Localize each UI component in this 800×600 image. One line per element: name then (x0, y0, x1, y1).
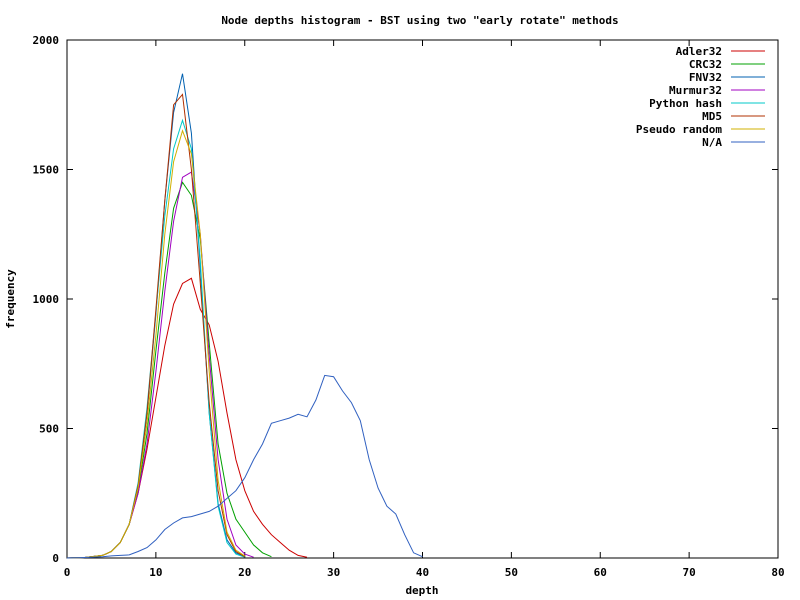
y-tick-label: 2000 (33, 34, 60, 47)
legend-label: Murmur32 (669, 84, 722, 97)
x-axis: 0 10 20 30 40 50 60 70 80 (64, 40, 785, 579)
x-axis-label: depth (405, 584, 438, 597)
x-tick-label: 10 (149, 566, 162, 579)
legend-label: N/A (702, 136, 722, 149)
x-tick-label: 50 (505, 566, 518, 579)
x-tick-label: 40 (416, 566, 429, 579)
series-line-pseudo-random (66, 129, 246, 559)
legend-label: Adler32 (676, 45, 722, 58)
x-tick-label: 70 (683, 566, 696, 579)
y-tick-label: 0 (52, 552, 59, 565)
series-line-crc32 (66, 181, 272, 559)
x-tick-label: 30 (327, 566, 340, 579)
series-line-adler32 (66, 277, 308, 559)
chart-title: Node depths histogram - BST using two "e… (221, 14, 618, 27)
legend-label: Python hash (649, 97, 722, 110)
y-axis-label: frequency (4, 269, 17, 329)
x-tick-label: 0 (64, 566, 71, 579)
legend-label: MD5 (702, 110, 722, 123)
y-axis: 0 500 1000 1500 2000 (33, 34, 778, 565)
series-line-n-a (66, 374, 423, 559)
series-lines (66, 73, 423, 559)
y-tick-label: 1500 (33, 164, 60, 177)
x-tick-label: 60 (594, 566, 607, 579)
series-line-md5 (66, 93, 246, 559)
legend-label: Pseudo random (636, 123, 722, 136)
plot-frame (66, 39, 779, 559)
y-tick-label: 500 (39, 423, 59, 436)
legend-label: FNV32 (689, 71, 722, 84)
legend-label: CRC32 (689, 58, 722, 71)
y-tick-label: 1000 (33, 293, 60, 306)
x-tick-label: 80 (771, 566, 784, 579)
x-tick-label: 20 (238, 566, 251, 579)
